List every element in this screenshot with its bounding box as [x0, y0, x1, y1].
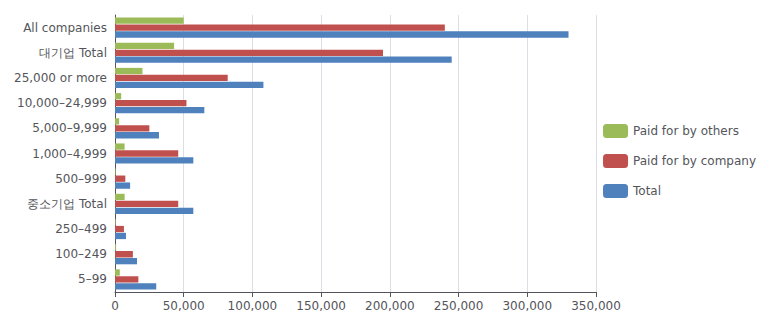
svg-text:250–499: 250–499	[55, 222, 107, 236]
svg-text:150,000: 150,000	[296, 299, 346, 313]
svg-text:Paid for by others: Paid for by others	[633, 124, 739, 138]
svg-text:500–999: 500–999	[55, 172, 107, 186]
svg-text:대기업 Total: 대기업 Total	[39, 46, 107, 60]
svg-text:Paid for by company: Paid for by company	[633, 154, 756, 168]
svg-text:중소기업 Total: 중소기업 Total	[27, 197, 107, 211]
svg-text:1,000–4,999: 1,000–4,999	[32, 147, 107, 161]
svg-text:Total: Total	[632, 184, 661, 198]
svg-text:100,000: 100,000	[228, 299, 278, 313]
svg-text:200,000: 200,000	[365, 299, 415, 313]
svg-text:All companies: All companies	[23, 21, 107, 35]
svg-text:300,000: 300,000	[502, 299, 552, 313]
svg-text:5–99: 5–99	[78, 272, 107, 286]
svg-text:25,000 or more: 25,000 or more	[14, 71, 107, 85]
svg-text:100–249: 100–249	[55, 247, 107, 261]
svg-text:5,000–9,999: 5,000–9,999	[32, 121, 107, 135]
svg-text:350,000: 350,000	[571, 299, 621, 313]
svg-text:50,000: 50,000	[163, 299, 205, 313]
svg-text:0: 0	[111, 299, 119, 313]
svg-text:250,000: 250,000	[434, 299, 484, 313]
svg-text:10,000–24,999: 10,000–24,999	[17, 96, 107, 110]
